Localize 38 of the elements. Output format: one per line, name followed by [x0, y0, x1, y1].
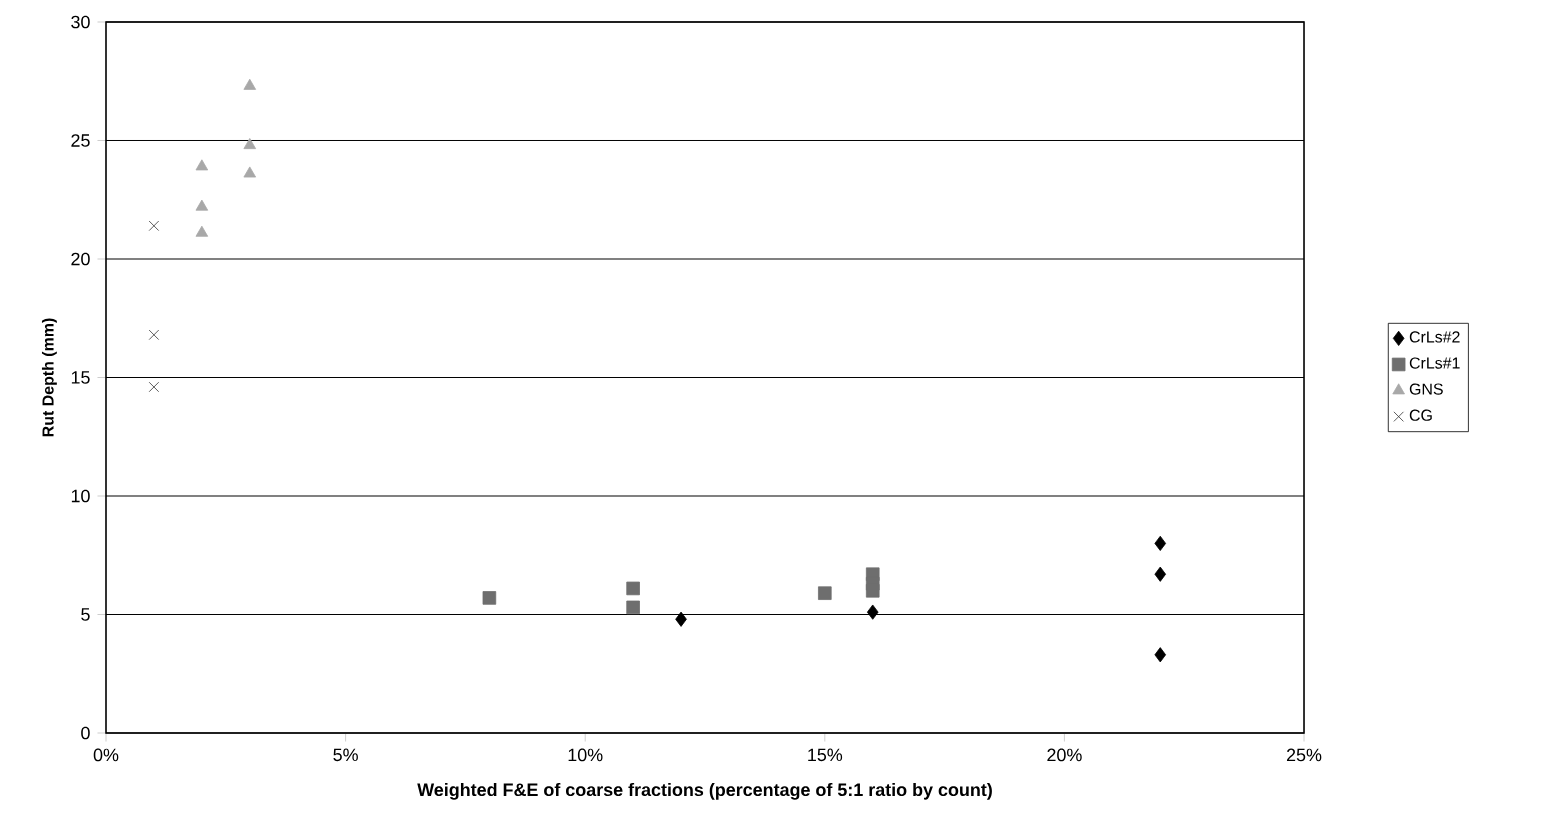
- point: [482, 591, 497, 605]
- point: [675, 611, 687, 627]
- y-axis-title: Rut Depth (mm): [41, 318, 57, 437]
- legend-label: CrLs#1: [1409, 357, 1460, 369]
- point: [243, 138, 257, 150]
- legend-label: GNS: [1409, 383, 1443, 395]
- x-tick-label: 5%: [333, 748, 358, 762]
- point: [148, 220, 160, 232]
- point: [148, 381, 160, 393]
- x-tick-label: 15%: [808, 748, 843, 762]
- point: [1154, 647, 1167, 663]
- legend-label: CG: [1409, 409, 1432, 421]
- legend-label: CrLs#2: [1409, 331, 1460, 343]
- point: [243, 166, 257, 178]
- y-tick-label: 10: [71, 489, 90, 503]
- point: [865, 584, 880, 598]
- point: [1154, 566, 1167, 582]
- point: [818, 586, 832, 600]
- y-tick-label: 20: [71, 252, 90, 266]
- y-tick-label: 15: [71, 371, 90, 384]
- x-tick-label: 25%: [1286, 748, 1322, 762]
- x-tick-label: 0%: [93, 748, 119, 762]
- point: [195, 159, 209, 171]
- point: [243, 78, 257, 90]
- y-tick-label: 30: [71, 15, 90, 29]
- point: [148, 329, 160, 341]
- point: [1154, 535, 1167, 551]
- point: [626, 600, 640, 615]
- point: [195, 199, 209, 211]
- y-tick-label: 25: [71, 134, 90, 147]
- x-axis-title: Weighted F&E of coarse fractions (percentage of 5:1 ratio by count): [417, 782, 992, 800]
- y-tick-label: 0: [81, 726, 90, 740]
- point: [866, 604, 879, 620]
- x-tick-label: 10%: [568, 748, 603, 762]
- x-tick-label: 20%: [1047, 748, 1082, 762]
- y-tick-label: 5: [81, 608, 90, 621]
- point: [626, 581, 640, 596]
- point: [195, 225, 209, 237]
